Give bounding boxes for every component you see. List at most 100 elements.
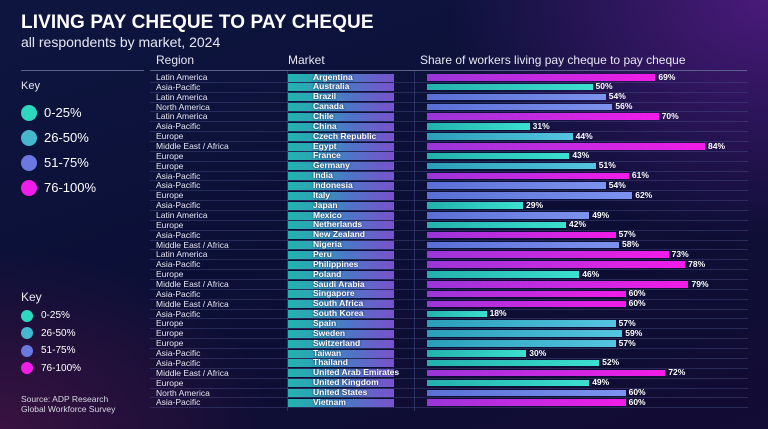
value-label: 43%	[572, 150, 590, 161]
market-cell: United Arab Emirates	[288, 368, 399, 378]
market-cell: Argentina	[288, 72, 394, 82]
legend-swatch-icon	[21, 327, 33, 340]
table-row: Latin America Peru 73%	[150, 248, 748, 261]
value-bar	[427, 330, 623, 337]
region-cell: Asia-Pacific	[156, 397, 201, 408]
market-label: India	[313, 170, 333, 181]
market-cell: India	[288, 170, 394, 181]
legend-swatch-icon	[21, 344, 33, 357]
value-bar	[427, 74, 656, 81]
value-label: 60%	[628, 387, 646, 397]
table-row: North America Canada 56%	[150, 102, 748, 113]
region-cell: Asia-Pacific	[156, 229, 201, 240]
market-cell: Vietnam	[288, 397, 394, 407]
market-label: Italy	[313, 189, 331, 200]
market-label: Singapore	[313, 288, 355, 299]
market-label: Poland	[313, 268, 342, 279]
value-label: 84%	[708, 140, 726, 151]
market-cell: Germany	[288, 161, 394, 171]
legend-swatch-icon	[21, 362, 33, 375]
table-row: Europe Germany 51%	[150, 160, 748, 172]
value-label: 60%	[628, 298, 646, 309]
chart-subtitle: all respondents by market, 2024	[21, 34, 221, 50]
region-cell: Europe	[156, 318, 184, 329]
table-row: Europe Spain 57%	[150, 318, 748, 330]
legend-title: Key	[21, 290, 42, 304]
market-label: United Kingdom	[313, 377, 379, 388]
market-cell: Switzerland	[288, 337, 394, 348]
market-cell: Taiwan	[288, 348, 394, 358]
value-bar	[427, 359, 600, 367]
region-cell: Europe	[156, 190, 184, 201]
market-cell: Spain	[288, 318, 394, 328]
market-cell: United States	[288, 387, 394, 397]
table-row: Asia-Pacific Taiwan 30%	[150, 348, 748, 359]
value-bar	[427, 251, 669, 258]
market-label: South Korea	[313, 308, 364, 319]
market-cell: South Korea	[288, 308, 394, 319]
market-cell: Australia	[288, 81, 394, 92]
region-cell: Europe	[156, 269, 184, 280]
market-label: Netherlands	[313, 219, 363, 230]
value-label: 61%	[631, 170, 649, 181]
table-row: Europe United Kingdom 49%	[150, 377, 748, 389]
legend-item: 76-100%	[21, 360, 81, 378]
region-cell: Latin America	[156, 91, 208, 102]
value-label: 50%	[595, 81, 613, 92]
value-bar	[427, 340, 616, 347]
market-cell: China	[288, 121, 394, 131]
value-bar	[427, 103, 613, 111]
value-bar	[427, 212, 590, 219]
value-label: 57%	[618, 337, 636, 348]
table-row: Asia-Pacific New Zealand 57%	[150, 229, 748, 241]
region-cell: Asia-Pacific	[156, 81, 201, 92]
value-bar	[427, 113, 659, 120]
value-label: 54%	[608, 91, 626, 102]
market-cell: United Kingdom	[288, 377, 394, 388]
value-label: 52%	[602, 357, 620, 368]
value-bar	[427, 192, 633, 199]
market-label: United States	[313, 387, 368, 397]
value-label: 54%	[608, 179, 626, 190]
table-row: Europe Switzerland 57%	[150, 337, 748, 350]
value-bar	[427, 300, 626, 308]
market-label: Peru	[313, 248, 332, 259]
table-row: Asia-Pacific Indonesia 54%	[150, 179, 748, 192]
market-label: Thailand	[313, 357, 348, 368]
table-row: Europe Netherlands 42%	[150, 219, 748, 231]
legend-large: Key 0-25% 26-50% 51-75% 76-100%	[21, 80, 96, 200]
table-row: Latin America Argentina 69%	[150, 72, 748, 83]
market-label: Mexico	[313, 209, 342, 220]
value-bar	[427, 162, 596, 170]
column-header-share: Share of workers living pay cheque to pa…	[420, 53, 686, 67]
legend-label: 26-50%	[41, 327, 76, 339]
value-label: 51%	[598, 160, 616, 171]
table-row: Latin America Mexico 49%	[150, 209, 748, 221]
region-cell: Europe	[156, 160, 184, 171]
legend-item: 76-100%	[21, 175, 96, 200]
region-cell: Europe	[156, 377, 184, 388]
region-cell: Europe	[156, 219, 184, 230]
market-label: Switzerland	[313, 337, 361, 348]
value-label: 60%	[628, 288, 646, 299]
legend-swatch-icon	[21, 179, 37, 196]
value-bar	[427, 369, 666, 377]
region-cell: Asia-Pacific	[156, 170, 201, 181]
value-bar	[427, 310, 487, 318]
value-bar	[427, 379, 590, 387]
table-row: Middle East / Africa South Africa 60%	[150, 298, 748, 310]
region-cell: Asia-Pacific	[156, 121, 201, 132]
market-cell: Poland	[288, 268, 394, 279]
region-cell: Latin America	[156, 111, 208, 122]
column-divider	[414, 71, 415, 411]
value-label: 79%	[691, 278, 709, 289]
legend-item: 0-25%	[21, 307, 81, 325]
value-bar	[427, 320, 616, 327]
value-bar	[427, 172, 629, 180]
legend-item: 51-75%	[21, 342, 81, 360]
region-cell: Asia-Pacific	[156, 288, 201, 299]
market-label: Australia	[313, 81, 350, 92]
market-cell: Mexico	[288, 209, 394, 220]
region-cell: Asia-Pacific	[156, 259, 201, 270]
table-row: Asia-Pacific Singapore 60%	[150, 288, 748, 300]
